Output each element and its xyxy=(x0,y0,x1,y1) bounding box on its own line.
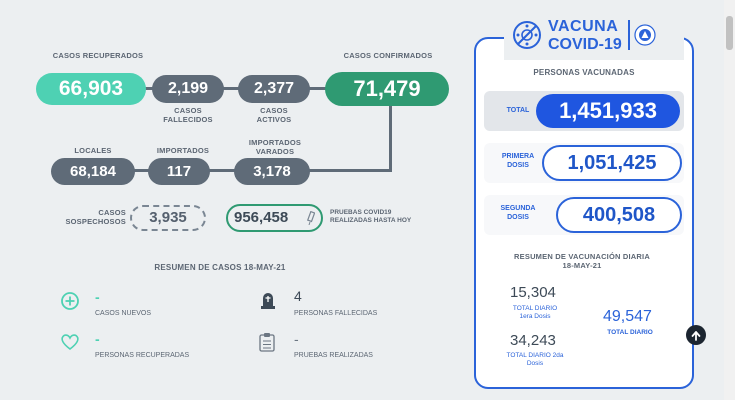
heart-icon xyxy=(60,333,80,356)
first-dose-label: PRIMERA DOSIS xyxy=(501,153,535,169)
first-dose-value: 1,051,425 xyxy=(542,145,682,181)
syringe-icon xyxy=(306,210,316,226)
total-label: TOTAL xyxy=(506,107,530,114)
local-value: 68,184 xyxy=(51,158,135,185)
summary-tests-value: - xyxy=(294,331,299,347)
summary-tests-label: PRUEBAS REALIZADAS xyxy=(294,352,373,359)
confirmed-label: CASOS CONFIRMADOS xyxy=(343,51,433,60)
daily-first-value: 15,304 xyxy=(510,284,556,301)
confirmed-value: 71,479 xyxy=(325,72,449,106)
daily-total-value: 49,547 xyxy=(603,308,652,325)
total-value: 1,451,933 xyxy=(536,94,680,128)
summary-recovered-value: - xyxy=(95,331,100,347)
tests-value: 956,458 xyxy=(234,209,289,226)
imported-value: 117 xyxy=(148,158,210,185)
connector-top xyxy=(120,87,340,90)
seal-icon xyxy=(634,24,656,51)
local-label: LOCALES xyxy=(74,146,112,155)
second-dose-value: 400,508 xyxy=(556,197,682,233)
logo-divider xyxy=(628,20,630,50)
vaccine-logo: VACUNA COVID-19 xyxy=(504,14,684,60)
clipboard-icon xyxy=(258,332,276,357)
active-value: 2,377 xyxy=(238,75,310,103)
daily-second-value: 34,243 xyxy=(510,332,556,349)
daily-first-label: TOTAL DIARIO 1era Dosis xyxy=(512,305,558,320)
recovered-label: CASOS RECUPERADOS xyxy=(52,51,144,60)
suspected-label: CASOS SOSPECHOSOS xyxy=(65,208,126,226)
vaccination-summary-title: RESUMEN DE VACUNACIÓN DIARIA 18-MAY-21 xyxy=(514,252,650,270)
imported-stranded-label: IMPORTADOS VARADOS xyxy=(248,138,302,156)
active-label: CASOS ACTIVOS xyxy=(256,106,292,124)
scrollbar-thumb[interactable] xyxy=(726,16,733,50)
tombstone-icon xyxy=(258,290,278,315)
summary-title: RESUMEN DE CASOS 18-MAY-21 xyxy=(154,263,286,272)
recovered-value: 66,903 xyxy=(36,73,146,105)
deceased-label: CASOS FALLECIDOS xyxy=(163,106,213,124)
tests-label: PRUEBAS COVID19 REALIZADAS HASTA HOY xyxy=(330,209,412,224)
plus-circle-icon xyxy=(60,291,80,316)
imported-stranded-value: 3,178 xyxy=(234,158,310,185)
vaccinated-title: PERSONAS VACUNADAS xyxy=(533,68,635,77)
connector-right-vertical xyxy=(389,98,392,172)
arrow-up-icon xyxy=(690,329,702,347)
deceased-value: 2,199 xyxy=(152,75,224,103)
logo-bottom-text: COVID-19 xyxy=(548,36,622,53)
logo-top-text: VACUNA xyxy=(548,18,619,35)
summary-recovered-label: PERSONAS RECUPERADAS xyxy=(95,352,190,359)
suspected-value: 3,935 xyxy=(130,205,206,231)
summary-deceased-value: 4 xyxy=(294,288,302,304)
imported-label: IMPORTADOS xyxy=(156,146,210,155)
tests-box: 956,458 xyxy=(226,204,323,232)
second-dose-label: SEGUNDA DOSIS xyxy=(500,205,536,221)
scrollbar[interactable] xyxy=(724,0,735,400)
summary-new-label: CASOS NUEVOS xyxy=(95,310,152,317)
summary-new-value: - xyxy=(95,289,100,305)
virus-icon xyxy=(510,18,544,57)
scroll-top-button[interactable] xyxy=(686,325,706,345)
daily-total-label: TOTAL DIARIO xyxy=(607,329,653,336)
daily-second-label: TOTAL DIARIO 2da Dosis xyxy=(506,352,564,367)
summary-deceased-label: PERSONAS FALLECIDAS xyxy=(294,310,378,317)
